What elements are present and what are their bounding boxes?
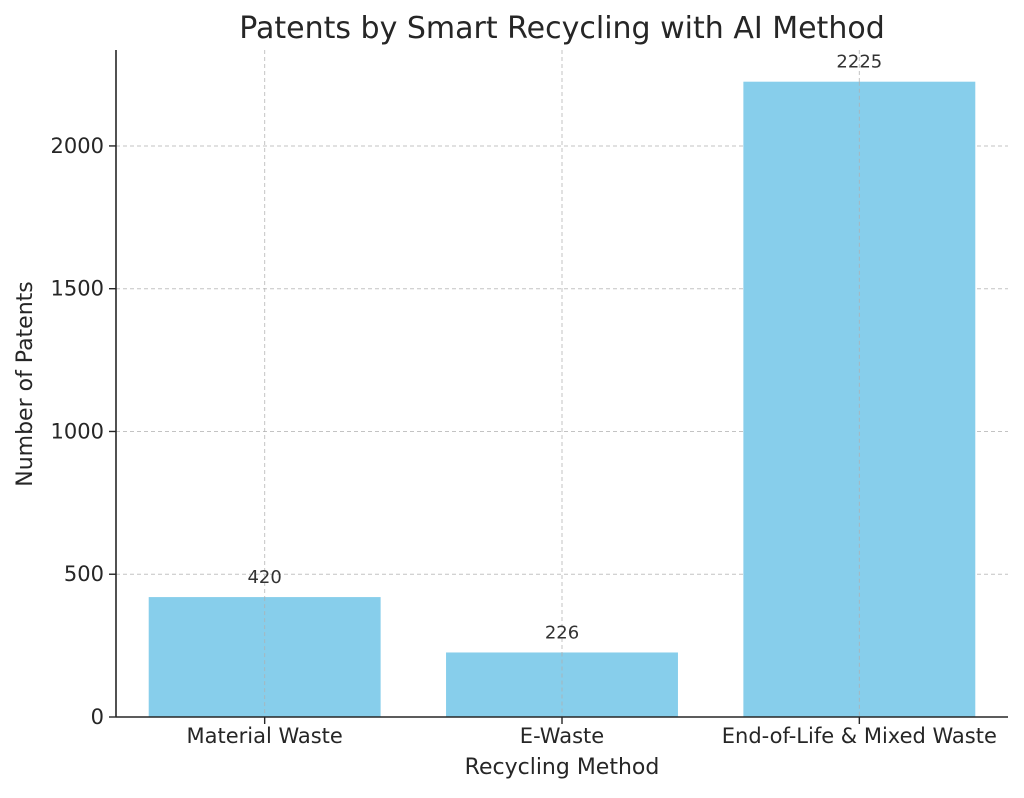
bar-value-label: 420 (247, 567, 281, 588)
y-tick-label: 1000 (51, 419, 104, 443)
x-tick-label: Material Waste (186, 724, 342, 748)
y-tick-label: 2000 (51, 134, 104, 158)
y-tick-label: 1500 (51, 277, 104, 301)
y-axis-label: Number of Patents (13, 281, 38, 487)
bar-value-label: 226 (545, 622, 579, 643)
x-tick-label: End-of-Life & Mixed Waste (722, 724, 997, 748)
y-tick-label: 500 (64, 562, 104, 586)
x-axis-label: Recycling Method (465, 755, 660, 780)
y-tick-label: 0 (91, 705, 104, 729)
bar-value-label: 2225 (836, 52, 882, 73)
x-tick-label: E-Waste (520, 724, 604, 748)
chart-title: Patents by Smart Recycling with AI Metho… (239, 11, 884, 46)
